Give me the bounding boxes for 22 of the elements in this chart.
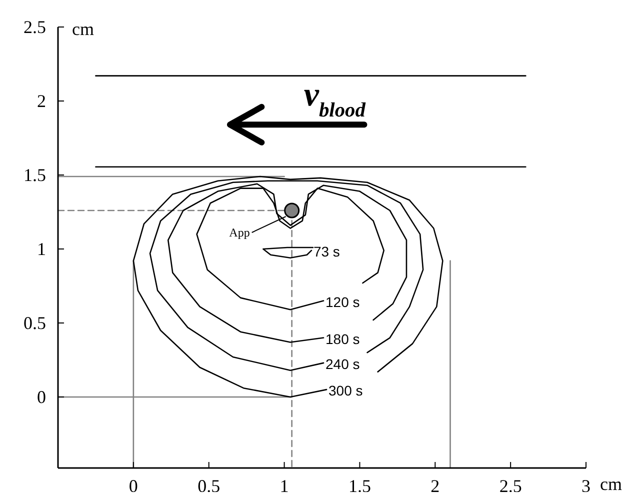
y-tick-label: 0.5 <box>24 312 46 333</box>
x-tick-label: 2 <box>430 476 440 496</box>
x-tick-label: 1 <box>280 476 289 496</box>
series-label: 180 s <box>326 330 360 347</box>
series-label: 73 s <box>313 243 340 260</box>
x-tick-label: 0.5 <box>198 476 220 496</box>
series-label: 300 s <box>328 382 363 399</box>
series-label: 240 s <box>326 356 360 372</box>
y-tick-label: 0 <box>37 386 46 407</box>
x-tick-label: 1.5 <box>348 476 371 496</box>
x-tick-label: 2.5 <box>499 476 522 496</box>
annotation: App <box>229 226 250 240</box>
series-label: 120 s <box>326 294 360 310</box>
x-tick-label: 3 <box>582 476 590 496</box>
y-axis-title: cm <box>72 19 94 39</box>
x-tick-label: 0 <box>128 476 138 496</box>
y-tick-label: 1 <box>37 238 46 259</box>
y-tick-label: 1.5 <box>24 164 46 185</box>
x-axis-title: cm <box>600 474 622 494</box>
annotation: v$_{blood}$ <box>304 76 366 122</box>
y-tick-label: 2.5 <box>24 17 46 37</box>
y-tick-label: 2 <box>37 90 46 111</box>
